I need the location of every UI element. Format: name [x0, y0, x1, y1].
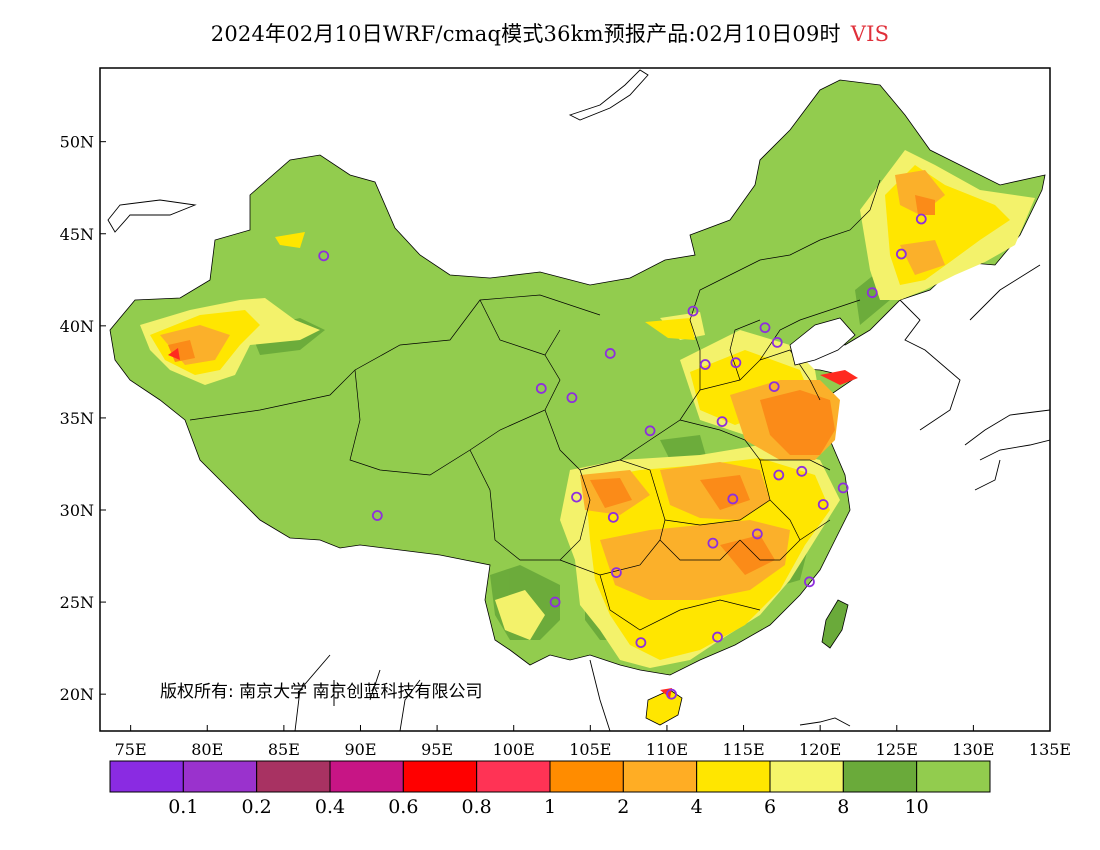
neighbor-outlines — [107, 69, 1050, 731]
x-tick-label: 130E — [952, 740, 994, 759]
city-station-marker — [773, 469, 785, 481]
city-station-marker — [635, 637, 647, 648]
x-tick-label: 120E — [799, 740, 841, 759]
legend-swatch — [916, 760, 991, 793]
legend-label: 4 — [691, 796, 703, 818]
x-tick-label: 95E — [421, 740, 453, 759]
x-tick-label: 75E — [115, 740, 147, 759]
legend-swatch — [182, 760, 258, 793]
x-tick-label: 80E — [191, 740, 223, 759]
title-text: 2024年02月10日WRF/cmaq模式36km预报产品:02月10日09时 — [210, 22, 841, 46]
x-tick-label: 100E — [493, 740, 535, 759]
legend-label: 8 — [837, 796, 849, 818]
copyright-text: 版权所有: 南京大学 南京创蓝科技有限公司 — [160, 682, 483, 702]
city-station-marker — [817, 499, 829, 510]
legend-swatch — [622, 760, 698, 793]
x-tick-label: 110E — [646, 740, 688, 759]
city-station-marker — [535, 383, 547, 394]
legend-label: 2 — [617, 796, 629, 818]
legend-swatch — [696, 760, 771, 793]
legend-label: 0.8 — [462, 796, 492, 818]
city-station-marker — [712, 631, 723, 643]
variable-label: VIS — [850, 22, 890, 46]
legend-label: 0.1 — [168, 796, 198, 818]
legend-swatch — [769, 760, 844, 793]
x-tick-label: 90E — [344, 740, 376, 759]
x-tick-label: 105E — [569, 740, 611, 759]
city-station-marker — [644, 425, 656, 437]
legend-label: 0.2 — [242, 796, 272, 818]
bohai-sea — [789, 317, 856, 366]
y-tick-label: 45N — [60, 225, 94, 244]
city-station-marker — [796, 465, 808, 477]
y-tick-label: 25N — [60, 593, 94, 612]
legend-swatch — [549, 760, 624, 793]
city-station-marker — [895, 248, 907, 260]
legend-label: 0.6 — [388, 796, 418, 818]
city-station-marker — [607, 511, 619, 523]
color-legend: 0.1 0.2 0.4 0.6 0.8 1 2 4 6 8 10 — [109, 760, 991, 818]
city-station-marker — [716, 416, 728, 428]
city-station-marker — [768, 381, 780, 393]
city-station-marker — [707, 537, 719, 549]
city-station-marker — [549, 596, 561, 608]
city-station-marker — [915, 213, 927, 225]
x-axis-ticks: 75E 80E 85E 90E 95E 100E 105E 110E 115E 120E 125E 1… — [115, 725, 1071, 759]
province-boundaries — [189, 179, 881, 631]
city-station-marker — [604, 348, 616, 359]
legend-label: 1 — [544, 796, 556, 818]
city-station-marker — [771, 337, 783, 348]
city-station-marker — [571, 491, 582, 503]
city-station-marker — [804, 576, 815, 588]
taiwan-island — [821, 599, 849, 649]
zone-orange — [168, 195, 935, 575]
y-axis-ticks: 20N 25N 30N 35N 40N 45N 50N — [60, 133, 106, 704]
city-station-marker — [866, 287, 878, 299]
legend-swatch — [329, 760, 404, 793]
y-tick-label: 40N — [60, 317, 94, 336]
map-frame — [99, 67, 1051, 732]
city-station-marker — [699, 359, 711, 370]
city-station-marker — [837, 482, 849, 494]
x-tick-label: 135E — [1029, 740, 1071, 759]
x-tick-label: 85E — [268, 740, 300, 759]
y-tick-label: 35N — [60, 409, 94, 428]
legend-swatch — [476, 760, 551, 793]
city-station-marker — [566, 392, 578, 404]
city-station-marker — [687, 305, 699, 317]
legend-swatch — [109, 760, 184, 793]
city-station-marker — [759, 322, 771, 334]
x-tick-label: 125E — [876, 740, 918, 759]
city-station-marker — [751, 528, 763, 540]
y-tick-label: 50N — [60, 133, 94, 152]
x-tick-label: 115E — [722, 740, 764, 759]
y-tick-label: 20N — [60, 685, 94, 704]
city-station-marker — [371, 510, 383, 521]
legend-swatch — [256, 760, 331, 793]
city-station-markers — [318, 213, 927, 700]
legend-label: 10 — [905, 796, 929, 818]
city-station-marker — [730, 357, 742, 369]
city-station-marker — [610, 567, 622, 579]
y-tick-label: 30N — [60, 501, 94, 520]
map-title: 2024年02月10日WRF/cmaq模式36km预报产品:02月10日09时 V… — [0, 18, 1100, 48]
legend-swatch — [842, 760, 918, 793]
city-station-marker — [666, 688, 677, 700]
city-station-marker — [318, 250, 330, 262]
legend-label: 6 — [764, 796, 776, 818]
legend-swatch — [402, 760, 478, 793]
city-station-marker — [727, 493, 739, 505]
legend-label: 0.4 — [315, 796, 345, 818]
